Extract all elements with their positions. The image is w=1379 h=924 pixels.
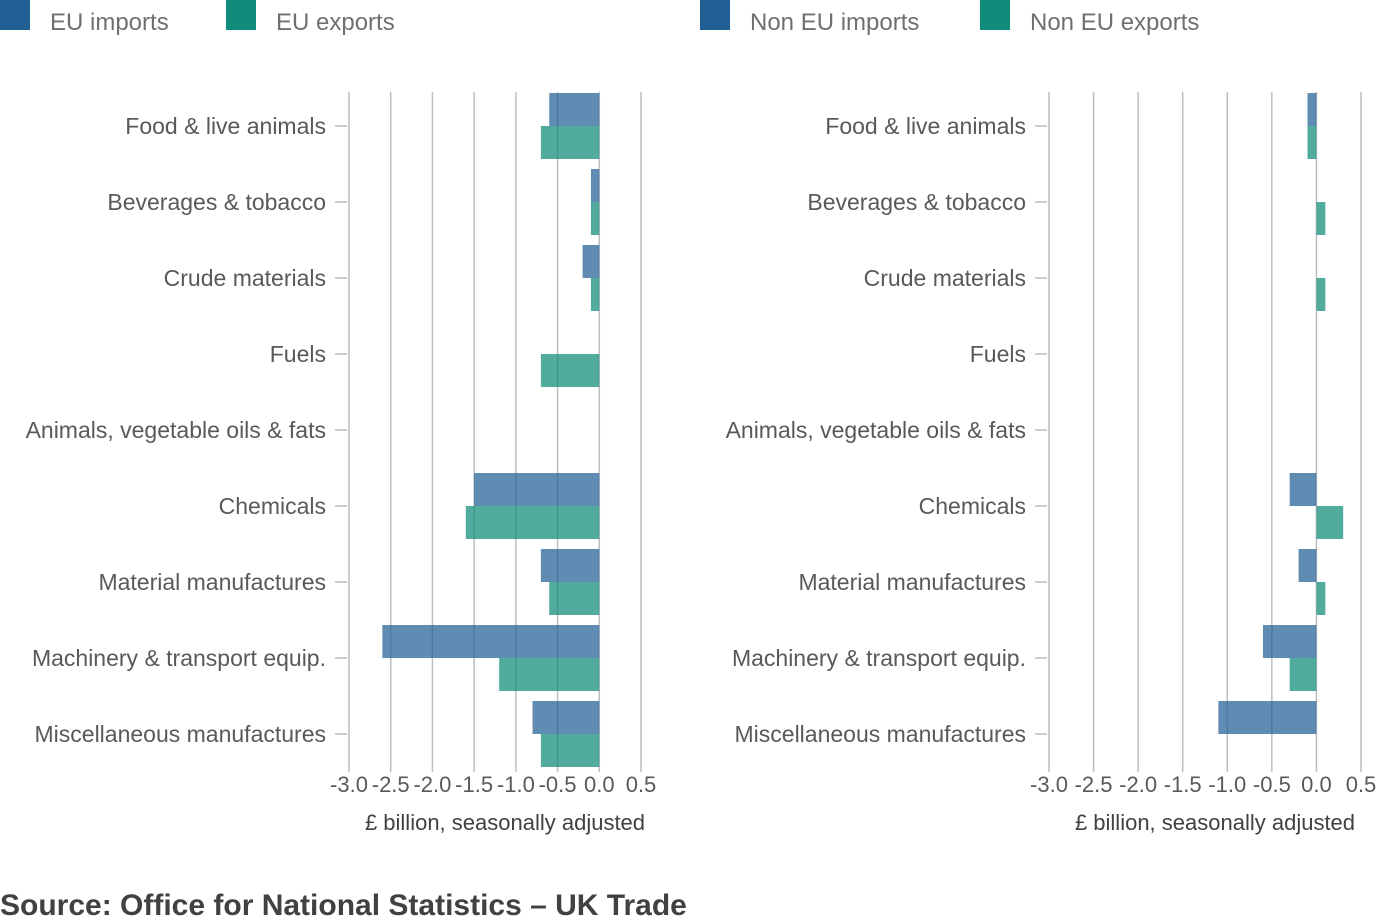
legend-swatch-eu-exports (226, 0, 256, 30)
category-label: Chemicals (219, 493, 326, 519)
category-label: Chemicals (919, 493, 1026, 519)
bar-non-eu-imports (1298, 549, 1317, 582)
x-tick-label: -0.5 (539, 772, 577, 797)
chart-panel-2: Non EU imports Non EU exports -3.0 -2.5 -2.0… (700, 0, 1376, 835)
legend-label-eu-exports: EU exports (276, 9, 395, 36)
category-label: Crude materials (164, 265, 326, 291)
category-label: Machinery & transport equip. (32, 645, 326, 671)
x-tick-label: -1.5 (1164, 772, 1202, 797)
source-note: Source: Office for National Statistics –… (0, 889, 687, 922)
category-label: Miscellaneous manufactures (735, 721, 1026, 747)
bar-eu-exports (549, 582, 600, 615)
category-label: Crude materials (864, 265, 1026, 291)
legend-label-eu-imports: EU imports (50, 9, 169, 36)
x-axis-title: £ billion, seasonally adjusted (365, 810, 645, 835)
category-label: Beverages & tobacco (807, 189, 1026, 215)
bar-eu-exports (499, 658, 600, 691)
x-tick-label: -3.0 (1030, 772, 1068, 797)
category-label: Fuels (970, 341, 1026, 367)
bar-non-eu-imports (1218, 701, 1317, 734)
x-tick-label: -3.0 (330, 772, 368, 797)
bar-non-eu-exports (1316, 506, 1344, 539)
legend-swatch-non-eu-imports (700, 0, 730, 30)
category-label: Material manufactures (798, 569, 1026, 595)
x-tick-label: -0.5 (1253, 772, 1291, 797)
bar-non-eu-imports (1307, 93, 1317, 126)
category-label: Food & live animals (825, 113, 1026, 139)
bar-non-eu-imports (1262, 625, 1317, 658)
bar-non-eu-exports (1316, 278, 1326, 311)
bar-eu-imports (540, 549, 600, 582)
legend-label-non-eu-imports: Non EU imports (750, 9, 919, 36)
x-tick-label: 0.0 (584, 772, 615, 797)
category-label: Fuels (270, 341, 326, 367)
x-tick-label: -2.5 (372, 772, 410, 797)
category-label: Animals, vegetable oils & fats (726, 417, 1026, 443)
bar-eu-exports (465, 506, 600, 539)
category-label: Food & live animals (125, 113, 326, 139)
bar-eu-exports (540, 734, 600, 767)
bar-eu-imports (549, 93, 600, 126)
bar-eu-imports (582, 245, 600, 278)
bar-eu-imports (590, 169, 600, 202)
category-label: Miscellaneous manufactures (35, 721, 326, 747)
x-tick-label: 0.5 (626, 772, 657, 797)
x-tick-label: 0.0 (1301, 772, 1332, 797)
bar-eu-exports (590, 202, 600, 235)
legend-label-non-eu-exports: Non EU exports (1030, 9, 1199, 36)
bar-eu-imports (382, 625, 600, 658)
bar-non-eu-exports (1316, 582, 1326, 615)
bar-non-eu-exports (1289, 658, 1317, 691)
bar-eu-imports (474, 473, 600, 506)
bar-eu-exports (590, 278, 600, 311)
x-tick-label: -2.0 (413, 772, 451, 797)
category-label: Beverages & tobacco (107, 189, 326, 215)
bar-eu-imports (532, 701, 600, 734)
category-label: Machinery & transport equip. (732, 645, 1026, 671)
x-tick-label: -1.0 (497, 772, 535, 797)
legend-swatch-non-eu-exports (980, 0, 1010, 30)
x-tick-label: 0.5 (1346, 772, 1377, 797)
x-tick-label: -1.5 (455, 772, 493, 797)
x-tick-label: -2.5 (1075, 772, 1113, 797)
category-label: Animals, vegetable oils & fats (26, 417, 326, 443)
chart-panel-1: EU imports EU exports -3.0 -2.5 -2.0 -1.5 -1.0… (0, 0, 656, 835)
bar-eu-exports (540, 354, 600, 387)
x-axis-title: £ billion, seasonally adjusted (1075, 810, 1355, 835)
bar-eu-exports (540, 126, 600, 159)
x-tick-label: -2.0 (1119, 772, 1157, 797)
x-tick-label: -1.0 (1208, 772, 1246, 797)
legend-swatch-eu-imports (0, 0, 30, 30)
category-label: Material manufactures (98, 569, 326, 595)
bar-non-eu-exports (1307, 126, 1317, 159)
bar-non-eu-exports (1316, 202, 1326, 235)
bar-non-eu-imports (1289, 473, 1317, 506)
